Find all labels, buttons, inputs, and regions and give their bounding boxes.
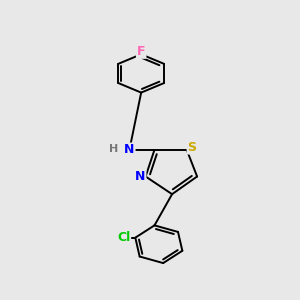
Text: F: F [137, 45, 146, 58]
Text: N: N [124, 143, 135, 157]
Text: N: N [135, 170, 146, 183]
Text: H: H [110, 143, 119, 154]
Text: S: S [188, 141, 196, 154]
Text: Cl: Cl [117, 231, 130, 244]
